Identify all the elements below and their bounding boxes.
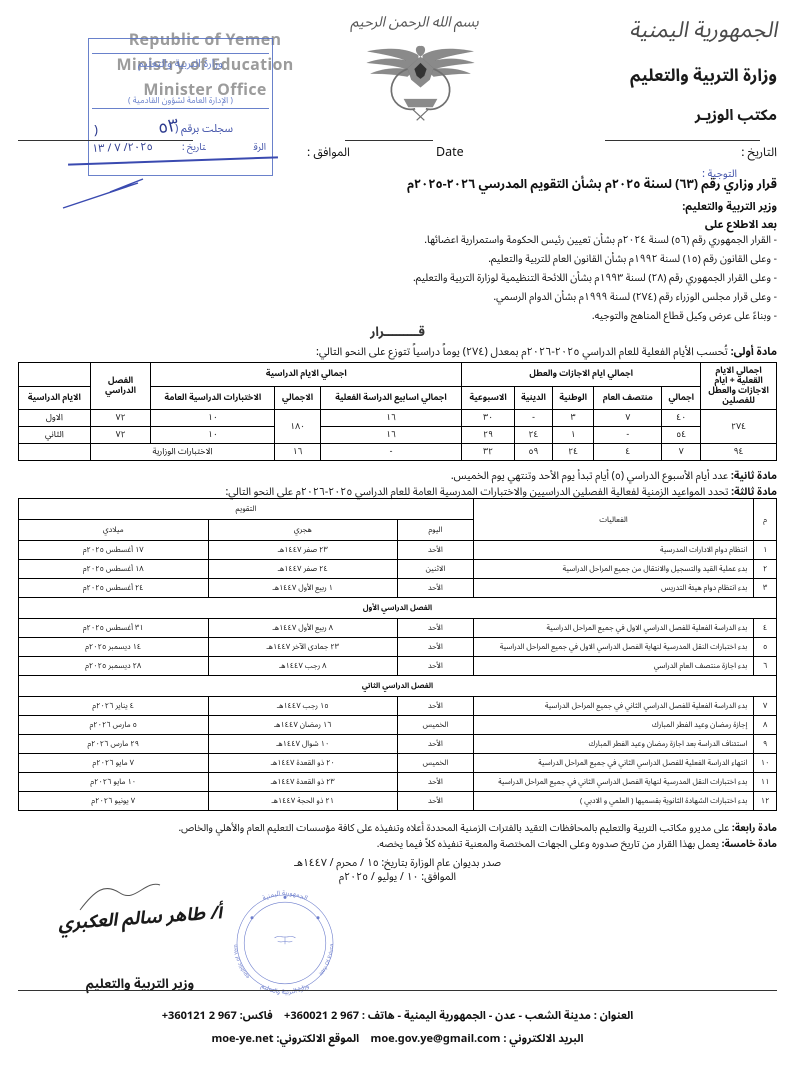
svg-text:بسم الله الرحمن الرحيم: بسم الله الرحمن الرحيم bbox=[350, 7, 479, 36]
svg-text:Republic of Yemen: Republic of Yemen bbox=[225, 883, 251, 979]
